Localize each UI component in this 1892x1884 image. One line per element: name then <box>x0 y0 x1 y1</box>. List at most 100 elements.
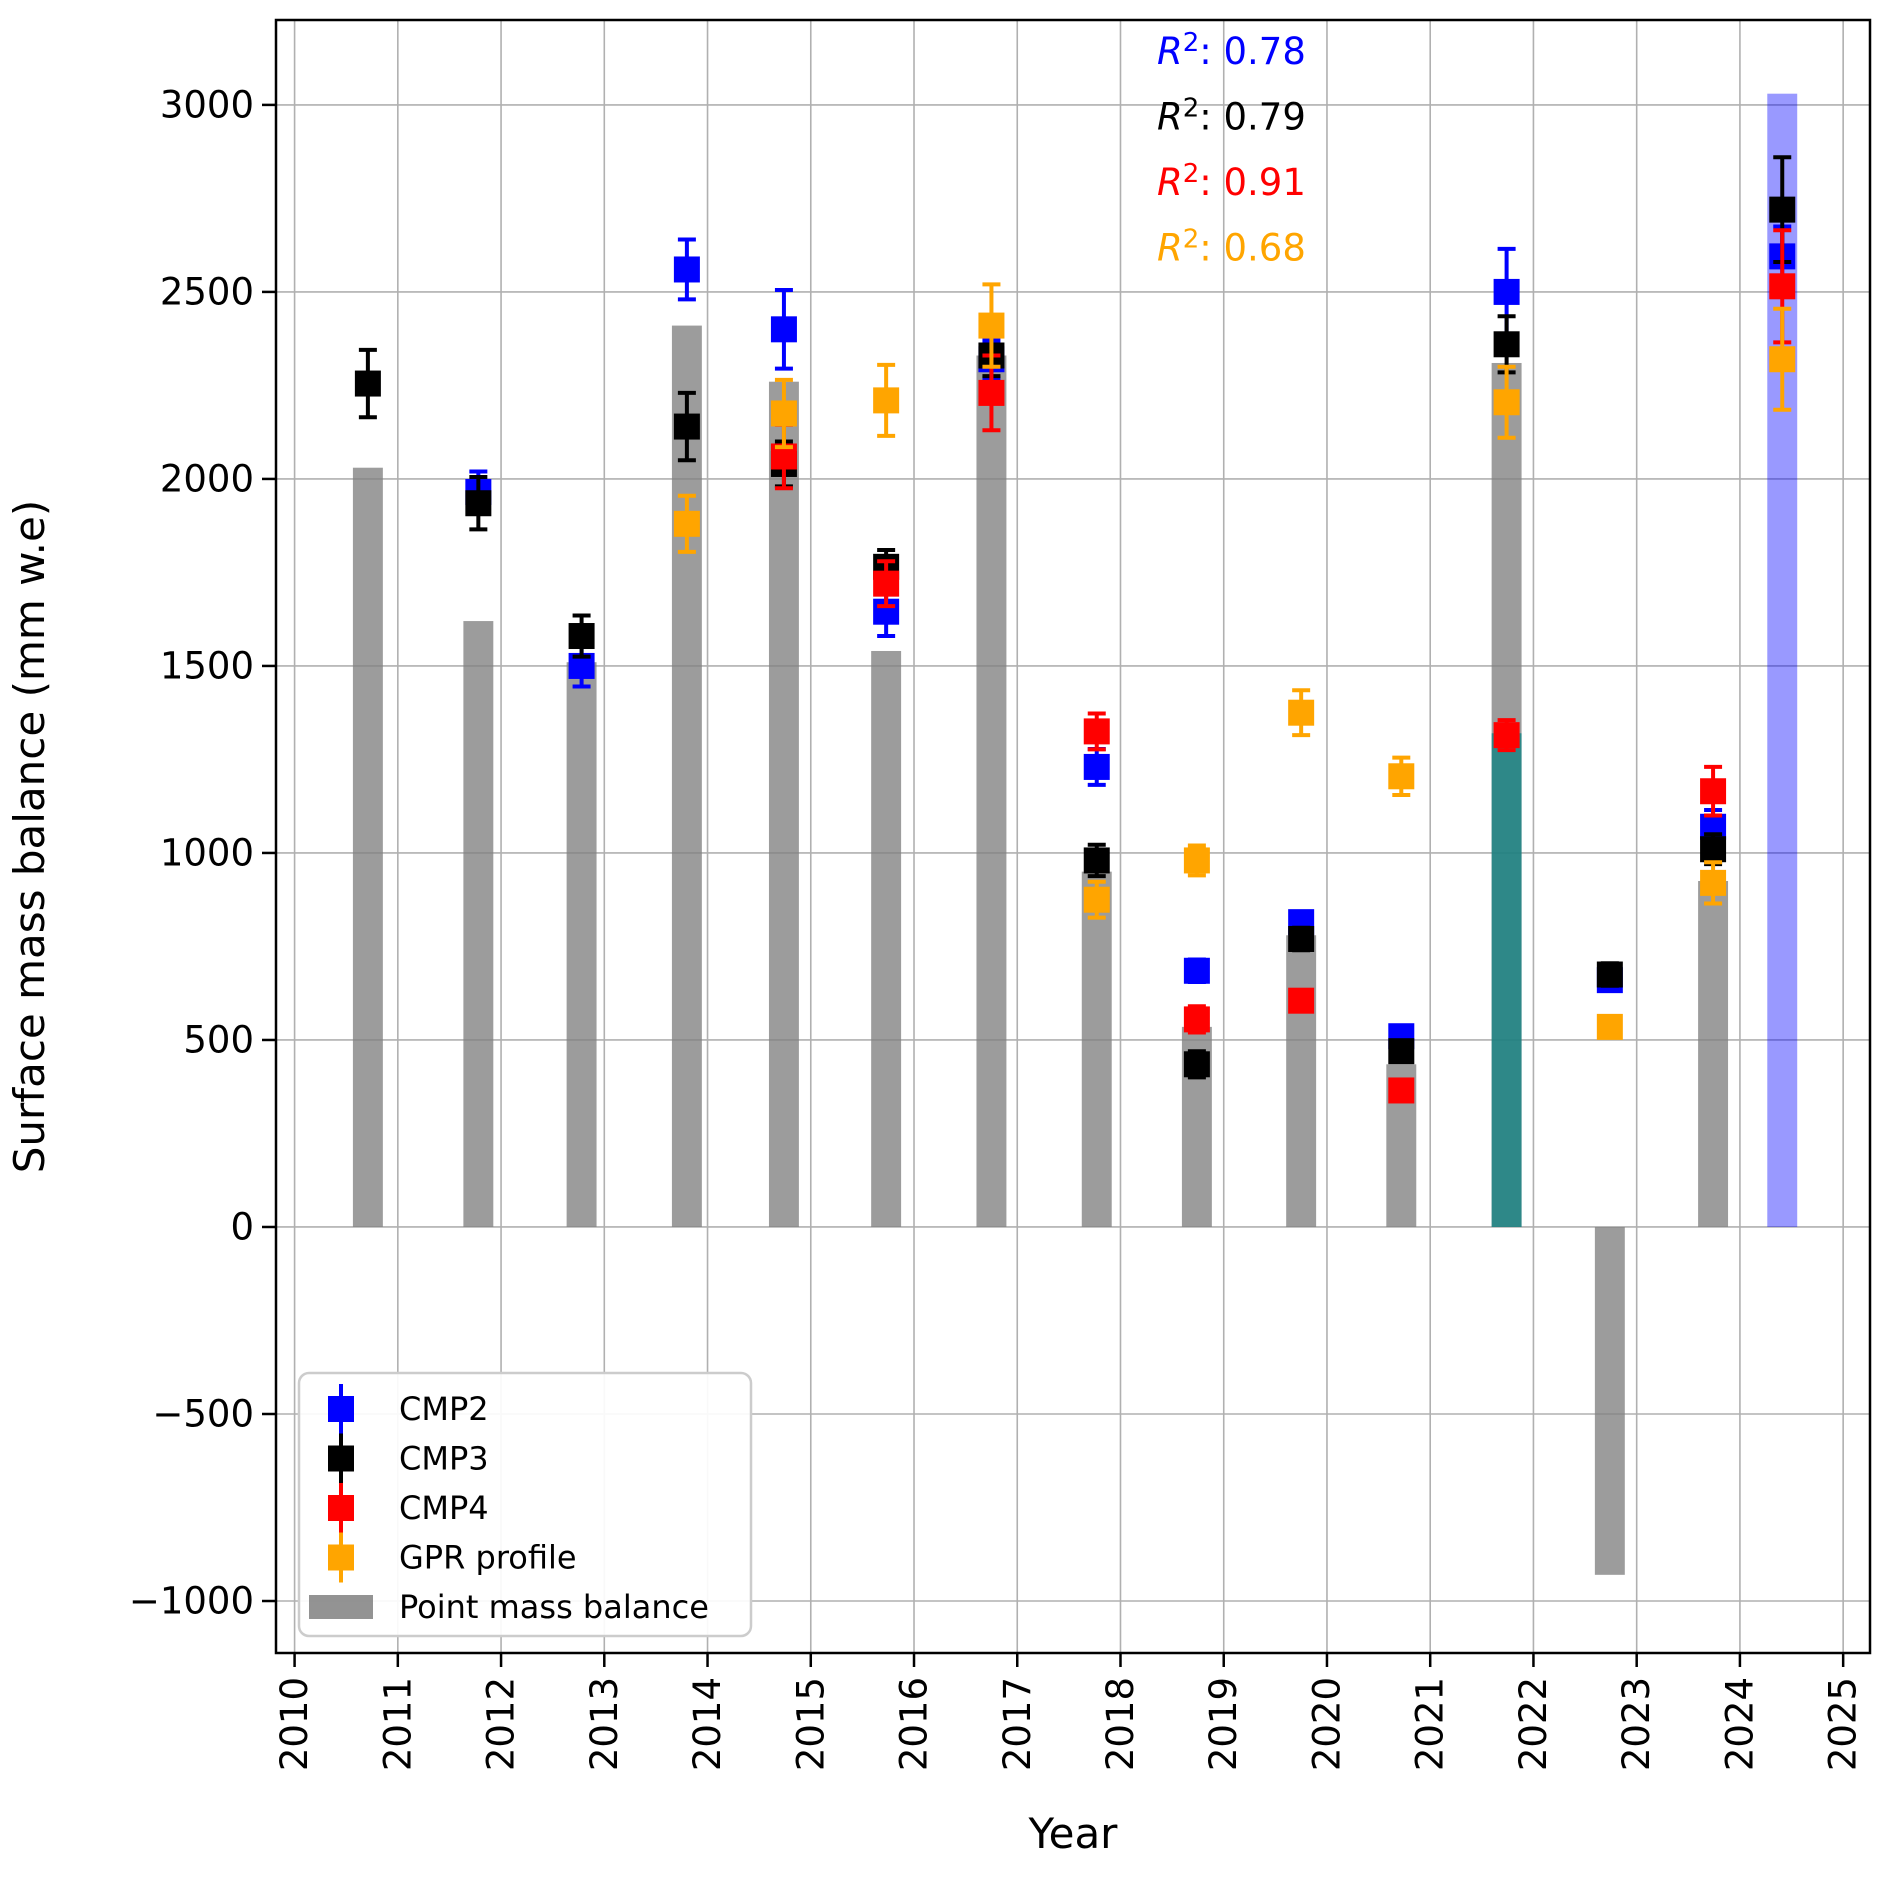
marker-gpr-profile <box>1288 699 1315 726</box>
marker-gpr-profile <box>1183 847 1210 874</box>
legend-marker-swatch <box>328 1544 354 1571</box>
legend-marker-swatch <box>328 1445 354 1472</box>
marker-cmp2 <box>1493 278 1520 305</box>
series-gpr-profile <box>673 282 1796 1040</box>
marker-cmp2 <box>770 316 797 343</box>
legend-item-cmp2: CMP2 <box>328 1384 489 1434</box>
marker-gpr-profile <box>873 387 900 414</box>
marker-gpr-profile <box>1493 389 1520 416</box>
x-tick-label: 2013 <box>583 1677 626 1771</box>
point-mass-balance-bar <box>1698 881 1729 1227</box>
marker-cmp3 <box>1700 836 1727 863</box>
point-mass-balance-bar <box>352 467 383 1227</box>
x-tick-label: 2017 <box>996 1677 1039 1771</box>
marker-cmp2 <box>673 256 700 283</box>
marker-cmp4 <box>1388 1077 1415 1104</box>
x-tick-label: 2015 <box>789 1677 832 1771</box>
marker-cmp4 <box>1288 987 1315 1014</box>
marker-gpr-profile <box>770 400 797 427</box>
plot-border <box>274 18 1872 1655</box>
marker-cmp3 <box>1083 847 1110 874</box>
legend-bar-swatch <box>309 1595 373 1619</box>
x-tick-label: 2011 <box>376 1677 419 1771</box>
point-mass-balance-bar <box>871 650 902 1227</box>
marker-cmp3 <box>354 370 381 397</box>
x-tick-label: 2018 <box>1099 1677 1142 1771</box>
y-tick-label: −500 <box>152 1392 254 1435</box>
marker-gpr-profile <box>673 510 700 537</box>
y-tick-label: 500 <box>183 1018 254 1061</box>
legend-label: Point mass balance <box>399 1588 709 1626</box>
marker-cmp4 <box>1183 1006 1210 1033</box>
y-tick-label: 3000 <box>160 83 254 126</box>
teal-highlight-bar <box>1491 733 1522 1227</box>
legend-marker-swatch <box>328 1495 354 1521</box>
x-tick-label: 2016 <box>893 1677 936 1771</box>
marker-cmp4 <box>1493 722 1520 749</box>
y-tick-label: 1500 <box>160 644 254 687</box>
marker-cmp3 <box>1493 331 1520 358</box>
x-tick-label: 2014 <box>686 1677 729 1771</box>
legend-label: CMP2 <box>399 1390 489 1428</box>
r-squared-annotation: R2: 0.68 <box>1157 225 1306 270</box>
point-mass-balance-bar <box>1286 935 1317 1227</box>
series-cmp4 <box>770 228 1796 1104</box>
point-mass-balance-bar <box>976 355 1007 1227</box>
legend-label: CMP3 <box>399 1440 489 1478</box>
x-tick-label: 2012 <box>480 1677 523 1771</box>
x-tick-label: 2025 <box>1822 1677 1865 1771</box>
legend-item-point-mass-balance: Point mass balance <box>309 1588 709 1626</box>
x-tick-label: 2022 <box>1512 1677 1555 1771</box>
marker-cmp4 <box>1700 778 1727 805</box>
marker-cmp3 <box>1769 196 1796 223</box>
y-axis-label: Surface mass balance (mm w.e) <box>5 500 54 1173</box>
r-squared-annotation: R2: 0.78 <box>1157 28 1306 73</box>
point-mass-balance-bar <box>1081 871 1112 1227</box>
marker-gpr-profile <box>978 312 1005 339</box>
legend-item-cmp3: CMP3 <box>328 1433 489 1484</box>
x-tick-label: 2023 <box>1615 1677 1658 1771</box>
marker-cmp3 <box>1288 925 1315 952</box>
point-mass-balance-bar <box>671 325 702 1227</box>
x-tick-label: 2020 <box>1305 1677 1348 1771</box>
marker-gpr-profile <box>1700 869 1727 896</box>
r-squared-annotation: R2: 0.91 <box>1157 159 1306 204</box>
legend-item-cmp4: CMP4 <box>328 1483 489 1533</box>
legend-marker-swatch <box>328 1396 354 1422</box>
marker-cmp2 <box>1083 753 1110 780</box>
marker-gpr-profile <box>1596 1013 1623 1040</box>
marker-cmp4 <box>1083 718 1110 745</box>
y-tick-label: 2000 <box>160 457 254 500</box>
x-tick-label: 2021 <box>1409 1677 1452 1771</box>
marker-cmp3 <box>1596 961 1623 988</box>
marker-cmp3 <box>673 413 700 440</box>
point-mass-balance-bar <box>1594 1226 1625 1575</box>
x-tick-label: 2019 <box>1202 1677 1245 1771</box>
y-tick-label: −1000 <box>129 1580 254 1623</box>
marker-cmp2 <box>1183 957 1210 984</box>
point-mass-balance-bar <box>463 621 494 1227</box>
marker-cmp4 <box>1769 273 1796 300</box>
marker-cmp4 <box>978 379 1005 406</box>
y-tick-label: 0 <box>230 1205 254 1248</box>
legend-item-gpr-profile: GPR profile <box>328 1532 577 1583</box>
legend-box <box>297 1371 753 1638</box>
marker-gpr-profile <box>1769 346 1796 373</box>
marker-cmp3 <box>568 623 595 650</box>
y-tick-label: 2500 <box>160 270 254 313</box>
legend-label: CMP4 <box>399 1489 489 1527</box>
marker-cmp3 <box>465 490 492 517</box>
marker-gpr-profile <box>1083 886 1110 913</box>
marker-cmp3 <box>1388 1038 1415 1065</box>
point-mass-balance-bar <box>768 381 799 1227</box>
marker-cmp4 <box>873 570 900 597</box>
y-tick-label: 1000 <box>160 831 254 874</box>
r-squared-annotation: R2: 0.79 <box>1157 94 1306 139</box>
marker-gpr-profile <box>1388 763 1415 790</box>
x-tick-label: 2024 <box>1718 1677 1761 1771</box>
x-tick-label: 2010 <box>273 1677 316 1771</box>
legend-label: GPR profile <box>399 1539 577 1577</box>
